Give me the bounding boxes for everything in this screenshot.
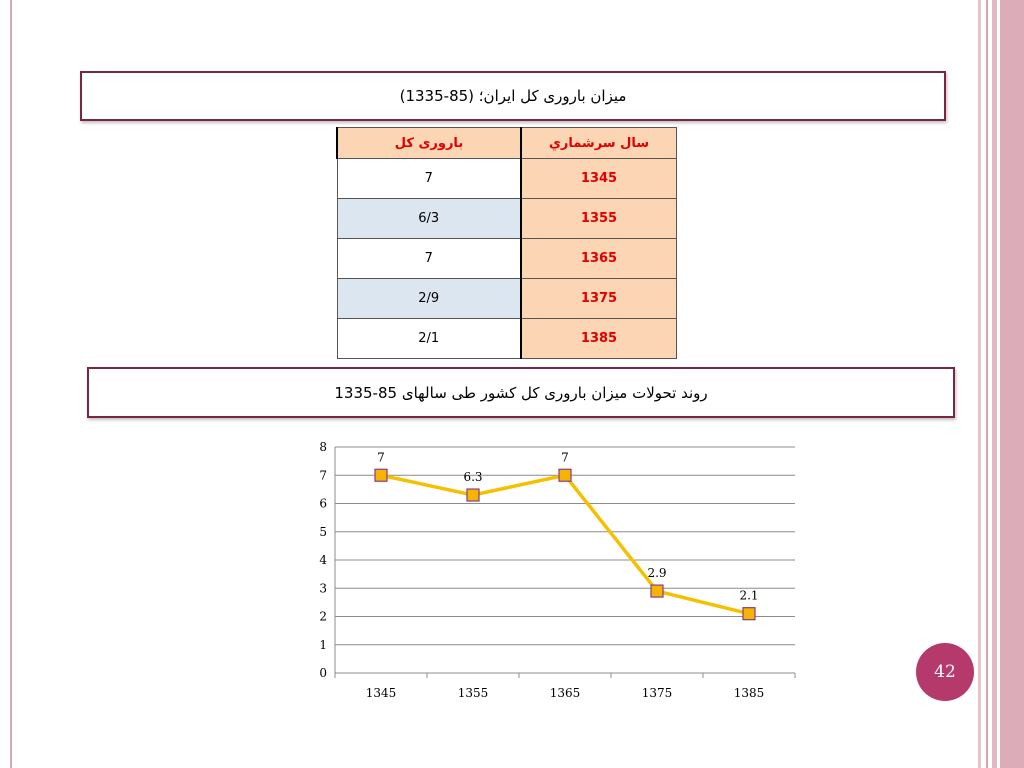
cell-year: 1365 xyxy=(520,238,677,279)
data-point xyxy=(742,607,756,621)
data-label: 6.3 xyxy=(463,470,482,484)
data-point xyxy=(374,468,388,482)
data-label: 2.1 xyxy=(739,589,758,603)
x-tick-label: 1365 xyxy=(550,686,581,700)
table-row: 6/3 1355 xyxy=(336,198,677,239)
y-tick-label: 4 xyxy=(319,553,327,567)
table-row: 2/9 1375 xyxy=(336,278,677,319)
fertility-table: باروری کل سال سرشماري 7 1345 6/3 1355 7 … xyxy=(336,127,677,359)
table-title: میزان باروری کل ایران؛ (85-1335) xyxy=(80,71,946,121)
data-label: 7 xyxy=(377,450,385,464)
cell-tfr: 6/3 xyxy=(336,198,522,239)
cell-year: 1345 xyxy=(520,158,677,199)
header-tfr: باروری کل xyxy=(336,127,522,159)
cell-tfr: 7 xyxy=(336,158,522,199)
table-row: 2/1 1385 xyxy=(336,318,677,359)
cell-year: 1375 xyxy=(520,278,677,319)
y-tick-label: 0 xyxy=(319,666,327,680)
left-decorative-line xyxy=(10,0,12,768)
right-decorative-stripes xyxy=(978,0,1024,768)
data-label: 7 xyxy=(561,450,569,464)
x-tick-label: 1385 xyxy=(734,686,765,700)
data-label: 2.9 xyxy=(647,566,666,580)
table-row: 7 1345 xyxy=(336,158,677,199)
y-tick-label: 7 xyxy=(319,468,327,482)
y-tick-label: 1 xyxy=(319,638,327,652)
table-row: 7 1365 xyxy=(336,238,677,279)
x-tick-label: 1375 xyxy=(642,686,673,700)
x-tick-label: 1355 xyxy=(458,686,489,700)
y-tick-label: 8 xyxy=(319,440,327,454)
page-number: 42 xyxy=(934,662,956,682)
y-tick-label: 6 xyxy=(319,497,327,511)
data-point xyxy=(650,584,664,598)
cell-year: 1355 xyxy=(520,198,677,239)
header-year: سال سرشماري xyxy=(520,127,677,159)
cell-tfr: 2/9 xyxy=(336,278,522,319)
cell-year: 1385 xyxy=(520,318,677,359)
cell-tfr: 7 xyxy=(336,238,522,279)
chart-title-text: روند تحولات میزان باروری کل کشور طی ساله… xyxy=(334,383,708,402)
data-point xyxy=(466,488,480,502)
chart-title: روند تحولات میزان باروری کل کشور طی ساله… xyxy=(87,367,955,418)
fertility-line-chart: 0 1 2 3 4 5 6 7 8 1345 1355 1365 1375 1385 7 6.3 7 2.9 2.1 xyxy=(319,440,796,700)
page-number-badge: 42 xyxy=(916,643,974,701)
series-line xyxy=(380,473,750,616)
table-header-row: باروری کل سال سرشماري xyxy=(336,127,677,159)
x-tick-label: 1345 xyxy=(366,686,397,700)
y-tick-label: 5 xyxy=(319,525,327,539)
y-tick-label: 2 xyxy=(319,610,327,624)
y-tick-label: 3 xyxy=(319,581,327,595)
cell-tfr: 2/1 xyxy=(336,318,522,359)
data-point xyxy=(558,468,572,482)
table-title-text: میزان باروری کل ایران؛ (85-1335) xyxy=(399,87,627,105)
